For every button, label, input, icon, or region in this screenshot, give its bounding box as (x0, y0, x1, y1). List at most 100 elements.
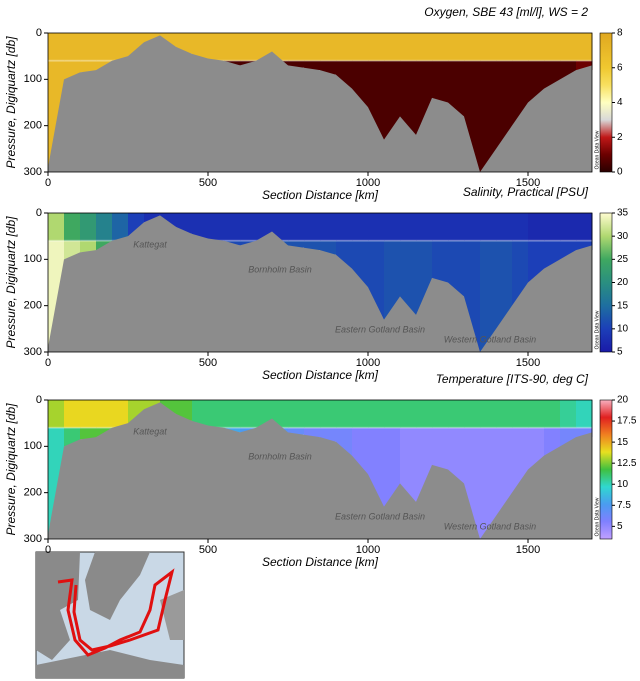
surface-cell (176, 213, 193, 234)
surface-cell (368, 213, 385, 241)
surface-cell (192, 33, 209, 59)
surface-cell (192, 400, 209, 426)
deep-cell (496, 60, 513, 149)
colorbar-tick-label: 4 (617, 97, 623, 108)
deep-cell (448, 427, 465, 484)
y-tick-label: 200 (24, 300, 42, 312)
surface-cell (576, 213, 593, 241)
x-axis-label: Section Distance [km] (262, 368, 379, 382)
deep-cell (496, 427, 513, 516)
surface-cell (336, 33, 353, 61)
surface-cell (448, 33, 465, 61)
y-tick-label: 200 (24, 120, 42, 132)
x-tick-label: 0 (45, 357, 51, 369)
x-axis-label: Section Distance [km] (262, 555, 379, 569)
surface-cell (336, 400, 353, 428)
surface-cell (576, 33, 593, 61)
deep-cell (384, 240, 401, 320)
surface-cell (368, 33, 385, 61)
map-inset (35, 551, 185, 679)
annotation: Kattegat (133, 426, 167, 436)
surface-cell (400, 33, 417, 61)
deep-cell (576, 427, 593, 438)
y-tick-label: 300 (24, 533, 42, 545)
annotation: Bornholm Basin (248, 264, 312, 274)
colorbar-tick-label: 5 (617, 347, 623, 358)
colorbar-tick-label: 0 (617, 167, 623, 178)
surface-cell (304, 213, 321, 241)
colorbar-tick-label: 20 (617, 277, 629, 288)
surface-cell (112, 33, 129, 61)
surface-cell (480, 213, 497, 241)
x-tick-label: 1000 (356, 544, 380, 556)
seabed (48, 35, 592, 172)
cruise-track (57, 568, 175, 657)
colorbar-tick-label: 15 (617, 300, 629, 311)
surface-cell (320, 213, 337, 241)
deep-cell (320, 427, 337, 442)
surface-cell (176, 400, 193, 421)
deep-cell (384, 60, 401, 140)
y-tick-label: 300 (24, 346, 42, 358)
colorbar-tick-label: 2 (617, 132, 623, 143)
surface-cell (432, 400, 449, 428)
deep-cell (224, 240, 241, 246)
x-tick-label: 1500 (516, 177, 540, 189)
surface-cell (496, 400, 513, 428)
map-land (36, 650, 184, 678)
deep-cell (80, 240, 97, 253)
colorbar (599, 212, 613, 353)
colorbar-tick-label: 7.5 (617, 500, 631, 511)
surface-cell (144, 400, 161, 410)
surface-cell (224, 33, 241, 61)
seabed (48, 215, 592, 352)
deep-cell (304, 60, 321, 71)
y-tick-label: 200 (24, 487, 42, 499)
surface-cell (176, 33, 193, 54)
map-land (85, 552, 150, 620)
colorbar-tick-label: 20 (617, 395, 629, 406)
deep-cell (448, 240, 465, 297)
surface-cell (400, 400, 417, 428)
surface-cell (320, 33, 337, 61)
x-tick-label: 1500 (516, 357, 540, 369)
deep-cell (496, 240, 513, 329)
deep-cell (384, 427, 401, 507)
y-tick-label: 0 (36, 207, 42, 219)
surface-cell (80, 400, 97, 428)
surface-cell (384, 400, 401, 428)
colorbar-tick-label: 30 (617, 231, 629, 242)
deep-cell (288, 427, 305, 435)
surface-cell (544, 33, 561, 61)
surface-cell (288, 33, 305, 61)
seabed (48, 402, 592, 539)
surface-cell (512, 400, 529, 428)
y-tick-label: 0 (36, 394, 42, 406)
deep-cell (224, 60, 241, 66)
surface-cell (208, 213, 225, 241)
surface-cell (48, 33, 65, 61)
surface-cell (384, 33, 401, 61)
chart-title: Oxygen, SBE 43 [ml/l], WS = 2 (424, 5, 588, 19)
colorbar-tick-label: 6 (617, 62, 623, 73)
surface-cell (352, 400, 369, 428)
plot-frame (47, 32, 593, 173)
surface-cell (304, 33, 321, 61)
y-tick-label: 100 (24, 73, 42, 85)
deep-cell (320, 60, 337, 75)
surface-cell (544, 400, 561, 428)
surface-cell (448, 400, 465, 428)
map-land (160, 590, 184, 640)
x-tick-label: 500 (199, 544, 217, 556)
surface-cell (224, 400, 241, 428)
colorbar-tick-label: 10 (617, 323, 629, 334)
colorbar (599, 399, 613, 540)
deep-cell (480, 60, 497, 172)
colorbar-tick-label: 8 (617, 28, 623, 39)
surface-cell (336, 213, 353, 241)
watermark: Ocean Data View (594, 130, 600, 169)
colorbar-tick-label: 5 (617, 521, 623, 532)
surface-cell (496, 213, 513, 241)
annotation: Kattegat (133, 239, 167, 249)
surface-cell (480, 400, 497, 428)
